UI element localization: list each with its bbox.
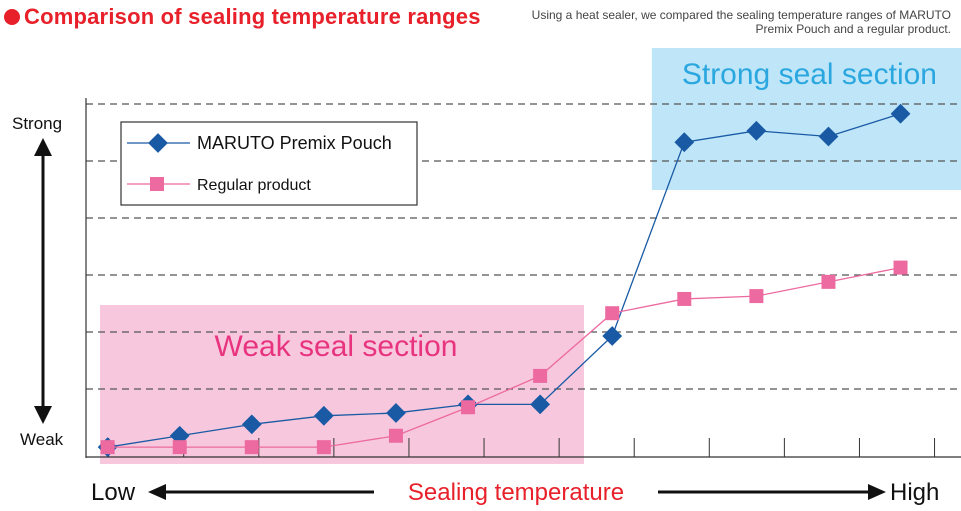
x-axis-center-label: Sealing temperature <box>408 479 624 506</box>
legend-marker-diamond <box>148 133 168 153</box>
series-regular-point <box>100 440 115 455</box>
arrow-down-icon <box>34 406 52 424</box>
series-regular-point <box>461 400 476 415</box>
legend-marker-square <box>150 177 164 191</box>
legend-box <box>120 121 418 206</box>
bullet-dot-icon <box>4 9 20 25</box>
arrow-left-icon <box>148 484 166 500</box>
series-regular-point <box>893 260 908 275</box>
weak-seal-region <box>100 305 584 464</box>
series-regular-point <box>316 440 331 455</box>
legend-label: Regular product <box>197 177 311 194</box>
series-regular-point <box>677 291 692 306</box>
series-regular-line <box>107 266 901 448</box>
series-regular-point <box>388 428 403 443</box>
series-regular-point <box>821 274 836 289</box>
arrow-right-icon <box>868 484 886 500</box>
series-regular-point <box>749 289 764 304</box>
legend-label: MARUTO Premix Pouch <box>197 133 392 153</box>
strong-seal-region-label: Strong seal section <box>682 58 937 91</box>
y-axis-top-label: Strong <box>12 114 62 133</box>
x-axis-left-label: Low <box>91 479 136 506</box>
series-regular-point <box>172 440 187 455</box>
series-maruto-line <box>107 113 901 448</box>
y-axis-bottom-label: Weak <box>20 430 64 449</box>
strong-seal-region <box>651 48 961 190</box>
chart-subtitle: Using a heat sealer, we compared the sea… <box>531 8 951 36</box>
series-regular-point <box>533 368 548 383</box>
series-maruto-point <box>602 326 623 346</box>
chart-title-group: Comparison of sealing temperature ranges <box>4 4 481 30</box>
arrow-up-icon <box>34 138 52 156</box>
series-regular-point <box>605 306 620 321</box>
series-maruto-point <box>241 414 262 435</box>
x-axis-right-label: High <box>890 479 939 506</box>
chart-title: Comparison of sealing temperature ranges <box>24 4 481 29</box>
series-maruto-point <box>530 394 551 415</box>
series-maruto-point <box>313 405 334 426</box>
series-regular-point <box>244 440 259 455</box>
series-maruto-point <box>386 403 406 423</box>
weak-seal-region-label: Weak seal section <box>215 330 458 363</box>
